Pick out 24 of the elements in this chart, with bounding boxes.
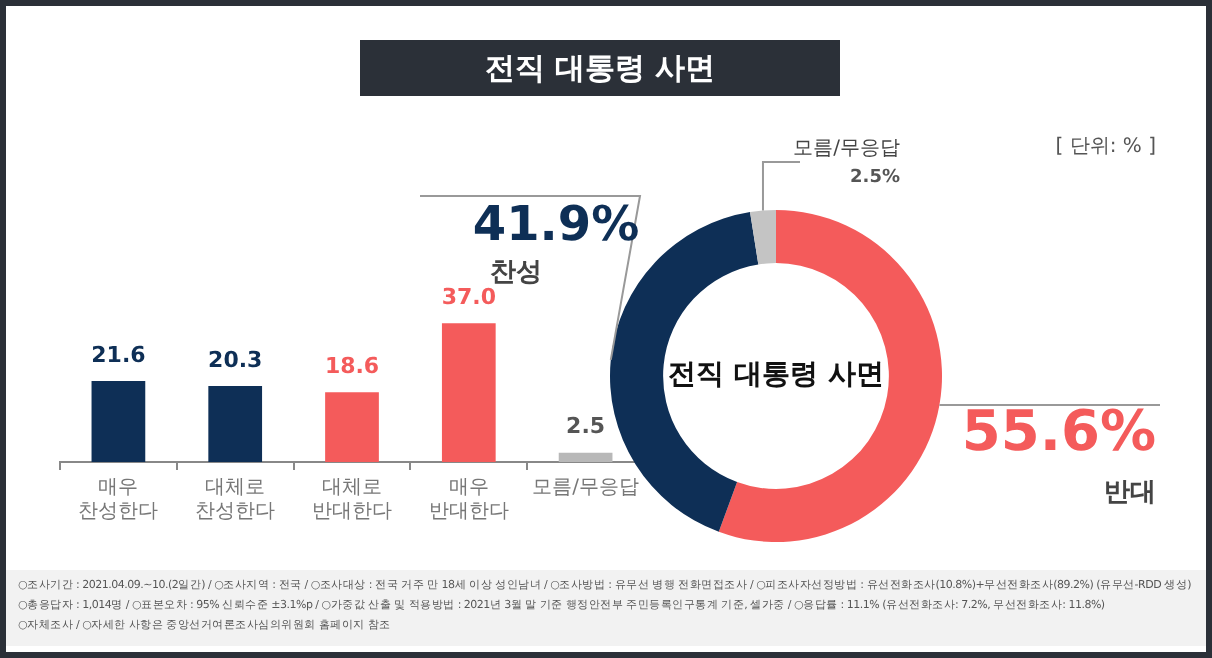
data-label: 55.6% <box>961 398 1156 464</box>
slice-label: 찬성 <box>490 258 542 288</box>
slice-label: 모름/무응답 <box>793 138 900 160</box>
data-label: 41.9% <box>472 196 640 252</box>
bar <box>325 392 379 462</box>
chart-title: 전직 대통령 사면 <box>360 40 840 96</box>
bar <box>208 385 263 462</box>
bar <box>441 323 496 462</box>
x-tick-label: 대체로 찬성한다 <box>195 477 276 524</box>
bar <box>91 381 146 462</box>
data-label: 2.5% <box>850 168 900 188</box>
x-tick-label: 매우 찬성한다 <box>78 477 159 524</box>
x-tick-label: 매우 반대한다 <box>428 477 509 524</box>
data-label: 21.6 <box>91 341 147 368</box>
bar <box>558 452 613 462</box>
text: [ 단위: % ] <box>1055 134 1156 160</box>
x-tick-label: 대체로 반대한다 <box>312 477 392 524</box>
data-label: 20.3 <box>208 346 263 373</box>
data-label: 2.5 <box>566 413 606 440</box>
data-label: 18.6 <box>324 352 380 379</box>
slice-label: 반대 <box>1104 478 1156 508</box>
data-label: 37.0 <box>441 283 497 310</box>
text: 전직 대통령 사면 <box>668 359 884 392</box>
x-tick-label: 모름/무응답 <box>532 477 639 500</box>
